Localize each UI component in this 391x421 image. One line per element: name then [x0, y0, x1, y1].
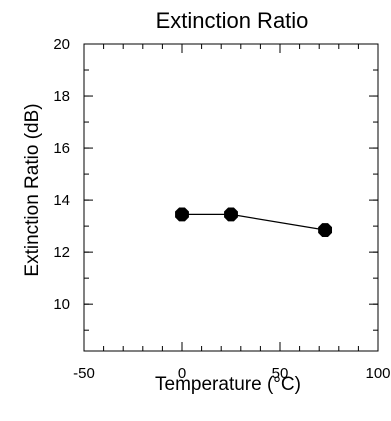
y-tick-label: 18 [53, 88, 70, 105]
x-tick-label: 0 [178, 365, 186, 382]
chart-title: Extinction Ratio [156, 8, 309, 33]
series-line [182, 213, 326, 231]
y-tick-labels: 10 12 14 16 18 20 [53, 36, 70, 313]
data-point [224, 207, 238, 222]
y-tick-label: 14 [53, 192, 70, 209]
x-tick-label: 50 [272, 365, 289, 382]
series-layer [175, 207, 333, 237]
major-ticks [83, 43, 379, 351]
x-axis-label: Temperature (°C) [155, 374, 301, 395]
data-point [175, 207, 189, 222]
x-tick-labels: -50 0 50 100 [73, 365, 390, 382]
y-tick-label: 16 [53, 140, 70, 157]
x-tick-label: -50 [73, 365, 95, 382]
y-tick-label: 20 [53, 36, 70, 53]
plot-area [83, 43, 379, 352]
y-tick-label: 12 [53, 244, 70, 261]
y-axis-label: Extinction Ratio (dB) [22, 103, 43, 276]
x-tick-label: 100 [365, 365, 390, 382]
plot-frame [83, 43, 379, 352]
minor-ticks [83, 43, 379, 351]
y-tick-label: 10 [53, 296, 70, 313]
data-point [318, 223, 333, 237]
